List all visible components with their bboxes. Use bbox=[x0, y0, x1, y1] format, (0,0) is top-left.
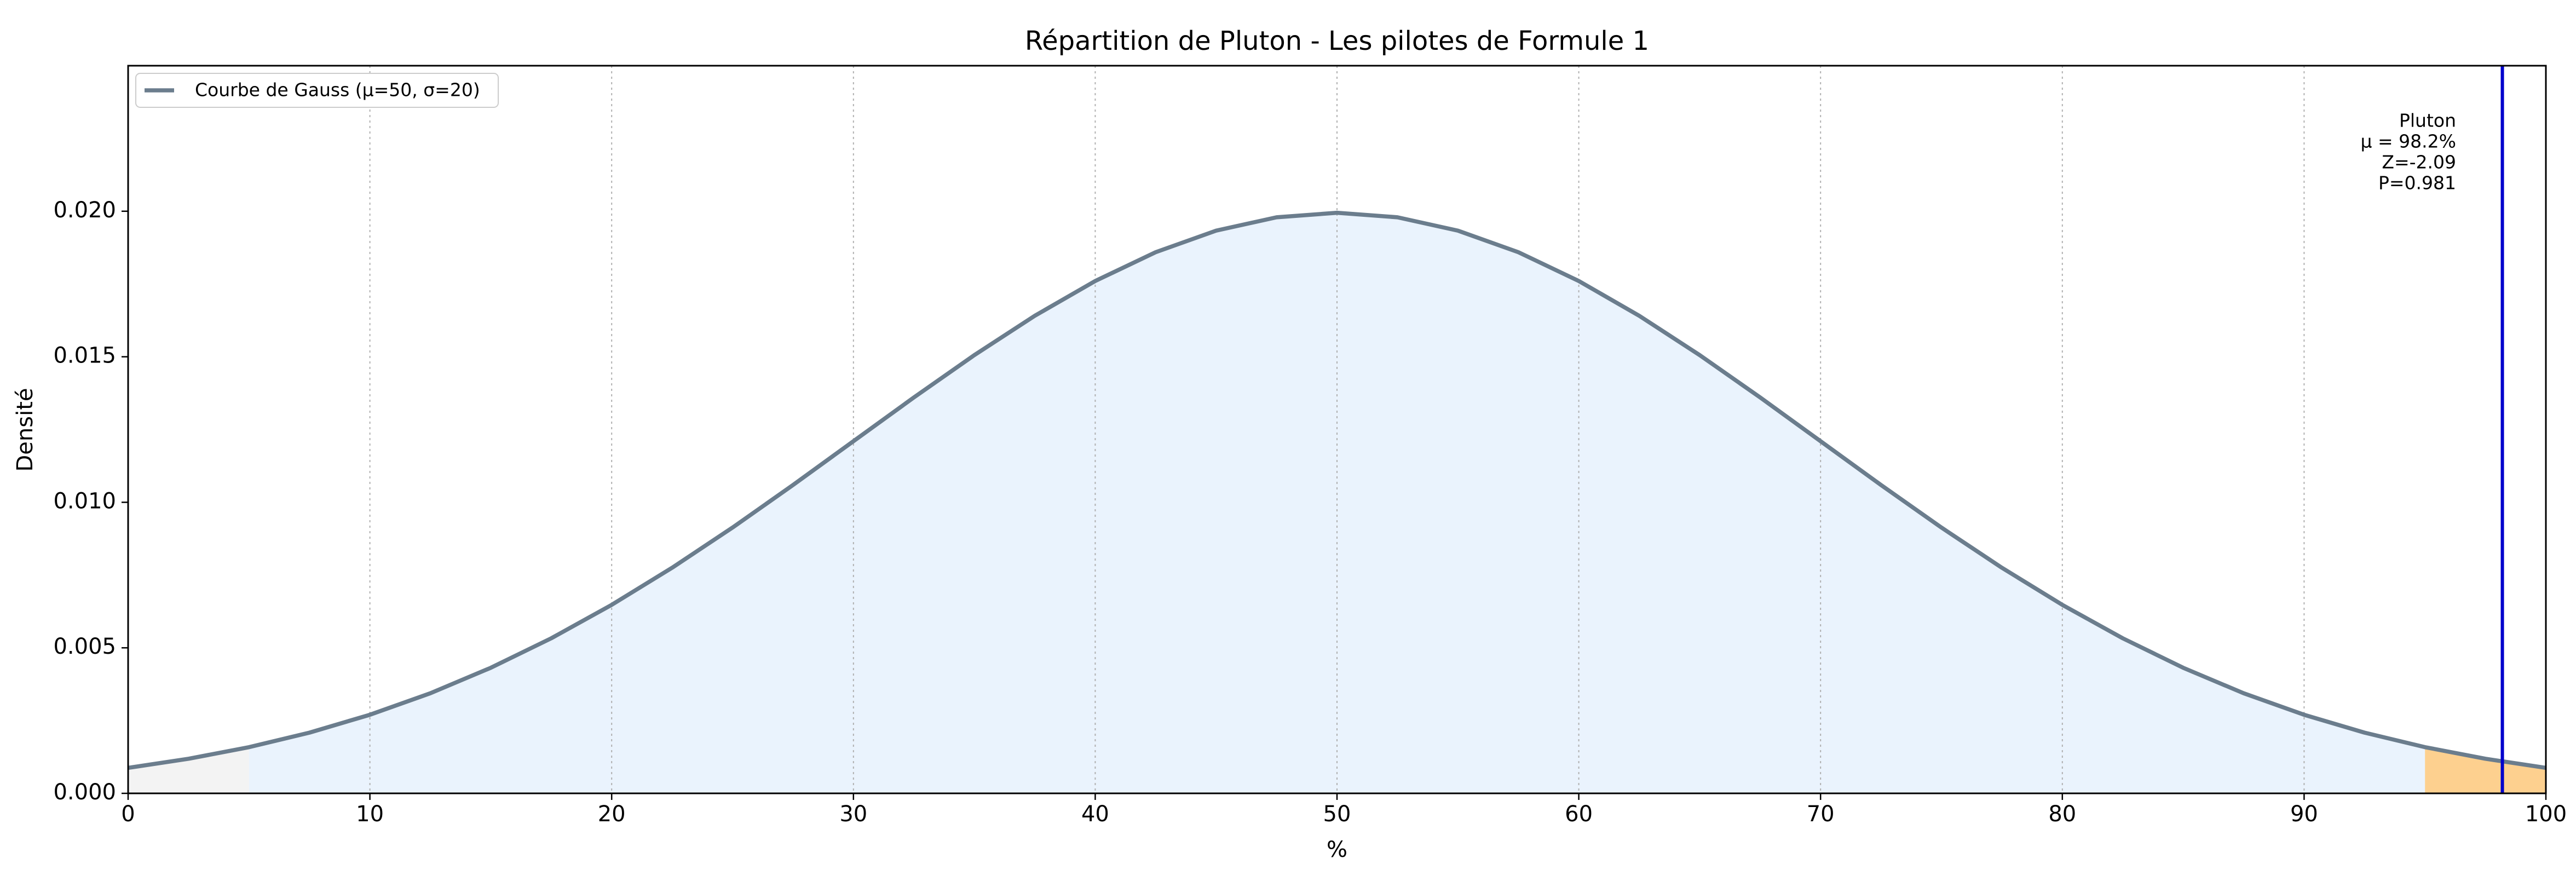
annotation-text: P=0.981 bbox=[2378, 172, 2456, 194]
x-tick-label: 40 bbox=[1081, 802, 1109, 827]
chart-title: Répartition de Pluton - Les pilotes de F… bbox=[1025, 26, 1649, 56]
annotation-text: μ = 98.2% bbox=[2361, 131, 2456, 152]
axes-frame bbox=[127, 65, 2547, 794]
y-tick-label: 0.010 bbox=[53, 488, 116, 514]
x-tick-label: 100 bbox=[2525, 802, 2567, 827]
legend: Courbe de Gauss (μ=50, σ=20) bbox=[135, 73, 499, 108]
y-tick-label: 0.015 bbox=[53, 343, 116, 368]
x-tick-label: 60 bbox=[1565, 802, 1593, 827]
legend-label: Courbe de Gauss (μ=50, σ=20) bbox=[195, 79, 480, 101]
legend-box bbox=[135, 73, 499, 108]
annotation-text: Z=-2.09 bbox=[2382, 152, 2456, 173]
x-tick-label: 30 bbox=[839, 802, 867, 827]
x-axis-label: % bbox=[1327, 837, 1347, 862]
x-tick-label: 10 bbox=[356, 802, 384, 827]
x-tick-label: 20 bbox=[598, 802, 626, 827]
x-tick-label: 50 bbox=[1323, 802, 1351, 827]
x-tick-label: 70 bbox=[1807, 802, 1835, 827]
annotation-text: Pluton bbox=[2399, 110, 2456, 131]
gauss-curve bbox=[128, 210, 2546, 770]
shaded-region bbox=[128, 747, 249, 793]
x-tick-label: 90 bbox=[2290, 802, 2318, 827]
shaded-region bbox=[249, 212, 2425, 794]
y-tick-label: 0.005 bbox=[53, 634, 116, 659]
x-tick-label: 80 bbox=[2048, 802, 2076, 827]
y-axis-label: Densité bbox=[13, 388, 38, 471]
shaded-region bbox=[2425, 747, 2546, 793]
x-tick-label: 0 bbox=[121, 802, 135, 827]
y-tick-label: 0.020 bbox=[53, 198, 116, 223]
y-tick-label: 0.000 bbox=[53, 780, 116, 805]
